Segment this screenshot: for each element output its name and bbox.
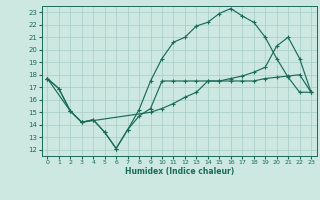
X-axis label: Humidex (Indice chaleur): Humidex (Indice chaleur) <box>124 167 234 176</box>
